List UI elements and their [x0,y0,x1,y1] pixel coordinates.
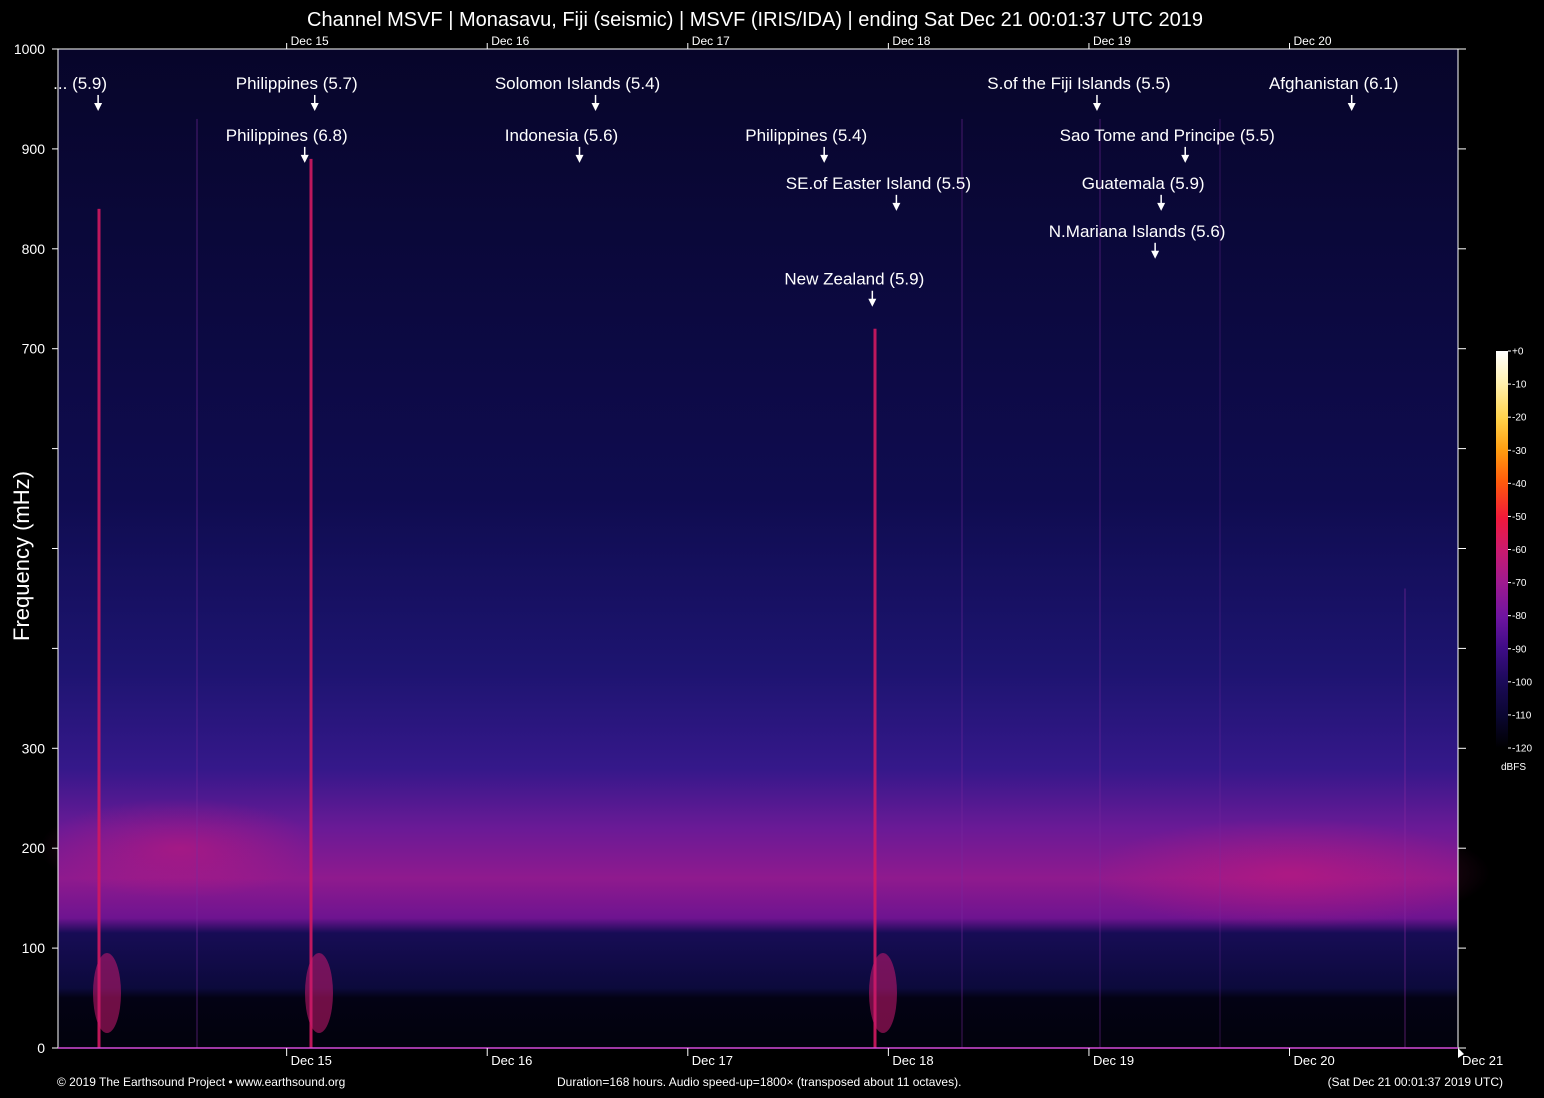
quake-low-freq-burst [869,953,897,1034]
x-tick-label-top: Dec 20 [1294,34,1332,48]
event-annotation: N.Mariana Islands (5.6) [1049,222,1226,259]
event-label: N.Mariana Islands (5.6) [1049,222,1226,241]
event-arrow-head [575,154,584,163]
event-label: SE.of Easter Island (5.5) [786,174,971,193]
quake-streak [97,208,101,1049]
event-arrow-head [300,154,309,163]
x-tick-label-top: Dec 17 [692,34,730,48]
colorbar-tick-label: -110 [1512,710,1532,721]
event-label: New Zealand (5.9) [784,270,924,289]
colorbar-tick-label: -30 [1512,446,1527,457]
quake-streak [1404,588,1406,1048]
event-arrow-head [1347,102,1356,111]
colorbar-tick-label: -80 [1512,611,1527,622]
event-arrow-head [868,298,877,307]
x-tick-label: Dec 21 [1462,1053,1503,1068]
spectrogram-band-glow [40,798,320,899]
y-tick-label: 300 [22,740,46,756]
colorbar-tick-label: -50 [1512,512,1527,523]
quake-streak [873,328,877,1049]
x-tick-label: Dec 17 [692,1053,733,1068]
x-tick-label: Dec 20 [1294,1053,1335,1068]
footer-duration: Duration=168 hours. Audio speed-up=1800×… [557,1075,962,1089]
x-tick-label-top: Dec 19 [1093,34,1131,48]
footer-timestamp: (Sat Dec 21 00:01:37 2019 UTC) [1327,1075,1503,1089]
event-arrow-head [1157,202,1166,211]
event-annotation: SE.of Easter Island (5.5) [786,174,971,211]
quake-streak [1219,118,1221,1049]
event-arrow-head [892,202,901,211]
event-annotation: ... (5.9) [53,74,107,111]
event-annotation: Guatemala (5.9) [1082,174,1205,211]
colorbar-tick-label: -20 [1512,413,1527,424]
event-label: ... (5.9) [53,74,107,93]
x-tick-label: Dec 16 [491,1053,532,1068]
x-tick-label: Dec 18 [892,1053,933,1068]
event-arrow-head [591,102,600,111]
quake-streak [196,118,198,1049]
y-tick-label: 800 [22,241,46,257]
quake-streak [309,158,313,1048]
x-tick-label-top: Dec 15 [291,34,329,48]
colorbar-tick-label: -60 [1512,545,1527,556]
event-annotation: Sao Tome and Principe (5.5) [1060,126,1275,163]
x-axis-arrow [1458,1048,1464,1058]
event-annotation: Solomon Islands (5.4) [495,74,660,111]
quake-low-freq-burst [93,953,121,1034]
event-arrow-head [1151,250,1160,259]
event-arrow-head [310,102,319,111]
colorbar-tick-label: -10 [1512,380,1527,391]
colorbar-tick-label: -70 [1512,578,1527,589]
y-tick-label: 700 [22,341,46,357]
chart-title: Channel MSVF | Monasavu, Fiji (seismic) … [307,9,1203,31]
event-annotation: Philippines (6.8) [226,126,348,163]
event-annotation: S.of the Fiji Islands (5.5) [987,74,1171,111]
y-tick-label: 900 [22,141,46,157]
event-label: Solomon Islands (5.4) [495,74,660,93]
event-arrow-head [94,102,103,111]
event-annotation: New Zealand (5.9) [784,270,924,307]
colorbar-tick-label: -40 [1512,479,1527,490]
y-tick-label: 200 [22,840,46,856]
event-annotation: Indonesia (5.6) [505,126,618,163]
event-label: Guatemala (5.9) [1082,174,1205,193]
event-arrow-head [820,154,829,163]
event-label: Afghanistan (6.1) [1269,74,1398,93]
colorbar [1496,351,1508,748]
event-label: Philippines (6.8) [226,126,348,145]
x-tick-label: Dec 15 [291,1053,332,1068]
y-tick-label: 0 [37,1040,45,1056]
colorbar-tick-label: -120 [1512,744,1532,755]
event-arrow-head [1181,154,1190,163]
quake-streak [961,118,963,1049]
event-annotation: Philippines (5.4) [745,126,867,163]
footer-copyright: © 2019 The Earthsound Project • www.eart… [57,1075,346,1089]
colorbar-tick-label: +0 [1512,347,1524,358]
event-annotation: Afghanistan (6.1) [1269,74,1398,111]
x-tick-label: Dec 19 [1093,1053,1134,1068]
x-tick-label-top: Dec 16 [491,34,529,48]
event-label: Sao Tome and Principe (5.5) [1060,126,1275,145]
event-label: Philippines (5.4) [745,126,867,145]
event-label: S.of the Fiji Islands (5.5) [987,74,1170,93]
event-label: Indonesia (5.6) [505,126,618,145]
spectrogram-band-glow [1090,818,1490,929]
event-label: Philippines (5.7) [236,74,358,93]
quake-streak [1099,118,1101,1049]
colorbar-tick-label: -90 [1512,644,1527,655]
colorbar-unit: dBFS [1501,762,1527,773]
y-tick-label: 1000 [14,41,45,57]
x-tick-label-top: Dec 18 [892,34,930,48]
y-tick-label: 100 [22,940,46,956]
event-arrow-head [1092,102,1101,111]
event-annotation: Philippines (5.7) [236,74,358,111]
quake-low-freq-burst [305,953,333,1034]
colorbar-tick-label: -100 [1512,677,1532,688]
